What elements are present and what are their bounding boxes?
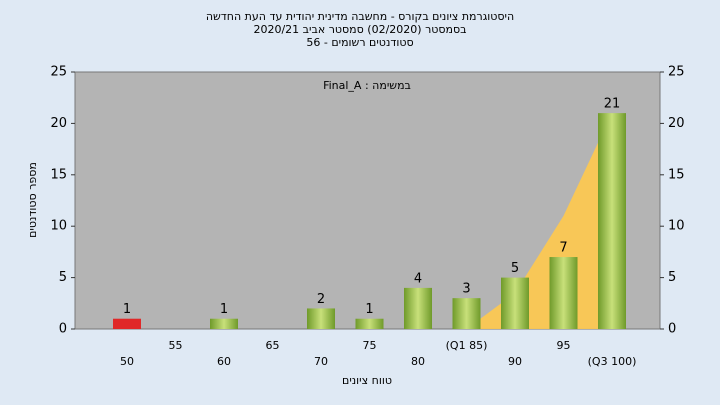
y2-tick-label: 20 [668,116,685,131]
data-label: 1 [365,302,373,317]
data-label: 21 [604,97,621,112]
chart-title: היסטוגרמת ציונים בקורס - מחשבה מדינית יה… [206,10,514,23]
x-tick-label: 65 [266,339,280,352]
y-axis-title: מספר סטודנטים [26,162,39,238]
y-tick-label: 5 [59,270,67,285]
y2-tick-label: 5 [668,270,676,285]
data-label: 4 [414,271,422,286]
data-label: 2 [317,292,325,307]
y-tick-label: 10 [50,219,67,234]
chart-subtitle: בסמסטר (02/2020) סמסטר אביב 2020/21 [253,23,466,36]
annotation: במשימה : Final_A [323,79,411,92]
x-tick-label: 50 [120,355,134,368]
x-tick-label: (Q3 100) [588,355,637,368]
bar [452,298,481,329]
x-axis-title: טווח ציונים [342,374,392,387]
bar [355,318,384,329]
y-tick-label: 20 [50,116,67,131]
bar [501,277,529,329]
data-label: 3 [462,282,470,297]
bar [307,308,335,329]
y2-tick-label: 15 [668,167,685,182]
x-tick-label: (Q1 85) [446,339,488,352]
x-tick-label: 75 [363,339,377,352]
data-label: 7 [559,241,567,256]
x-tick-label: 95 [557,339,571,352]
y2-tick-label: 25 [668,65,685,80]
y-tick-label: 0 [59,322,67,337]
x-tick-label: 90 [508,355,522,368]
bar [598,113,626,330]
x-tick-label: 70 [314,355,328,368]
y-tick-label: 15 [50,167,67,182]
y2-tick-label: 0 [668,322,676,337]
bar [404,287,432,329]
chart-subtitle: סטודנטים רשומים - 56 [306,36,413,49]
y2-tick-label: 10 [668,219,685,234]
data-label: 1 [220,302,228,317]
x-tick-label: 60 [217,355,231,368]
x-tick-label: 55 [169,339,183,352]
bar [113,318,141,329]
data-label: 1 [123,302,131,317]
bar [549,257,578,329]
x-tick-label: 80 [411,355,425,368]
data-label: 5 [511,261,519,276]
y-tick-label: 25 [50,65,67,80]
bar [210,318,238,329]
